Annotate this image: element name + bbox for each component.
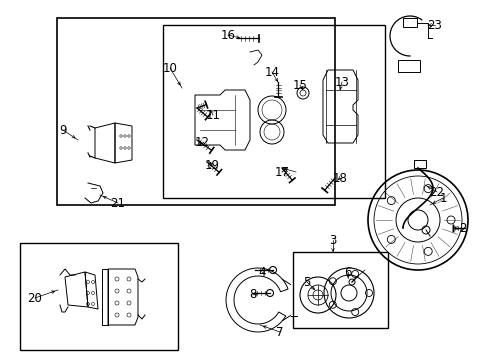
Text: 13: 13 bbox=[335, 76, 349, 89]
Bar bbox=[163, 25, 385, 198]
Text: 10: 10 bbox=[163, 62, 177, 75]
Bar bbox=[293, 252, 388, 328]
Text: 6: 6 bbox=[344, 266, 352, 279]
Bar bbox=[414, 160, 426, 168]
Text: 19: 19 bbox=[204, 158, 220, 171]
Text: 21: 21 bbox=[111, 197, 125, 210]
Text: 20: 20 bbox=[27, 292, 43, 305]
Text: 14: 14 bbox=[265, 66, 279, 78]
Bar bbox=[403, 18, 417, 27]
Bar bbox=[57, 18, 335, 205]
Text: 9: 9 bbox=[59, 123, 67, 136]
Text: 1: 1 bbox=[439, 192, 447, 204]
Text: 22: 22 bbox=[430, 185, 444, 198]
Bar bbox=[20, 243, 178, 350]
Text: 23: 23 bbox=[428, 18, 442, 32]
Text: 11: 11 bbox=[205, 108, 221, 122]
Text: 3: 3 bbox=[329, 234, 337, 247]
Text: 7: 7 bbox=[276, 325, 284, 338]
Bar bbox=[398, 60, 420, 72]
Text: 8: 8 bbox=[249, 288, 257, 302]
Text: 17: 17 bbox=[274, 166, 290, 179]
Text: 15: 15 bbox=[293, 78, 307, 91]
Text: 5: 5 bbox=[303, 275, 311, 288]
Text: 16: 16 bbox=[220, 28, 236, 41]
Text: 18: 18 bbox=[333, 171, 347, 185]
Text: 12: 12 bbox=[195, 135, 210, 149]
Text: 4: 4 bbox=[258, 266, 266, 279]
Text: 2: 2 bbox=[459, 221, 467, 234]
